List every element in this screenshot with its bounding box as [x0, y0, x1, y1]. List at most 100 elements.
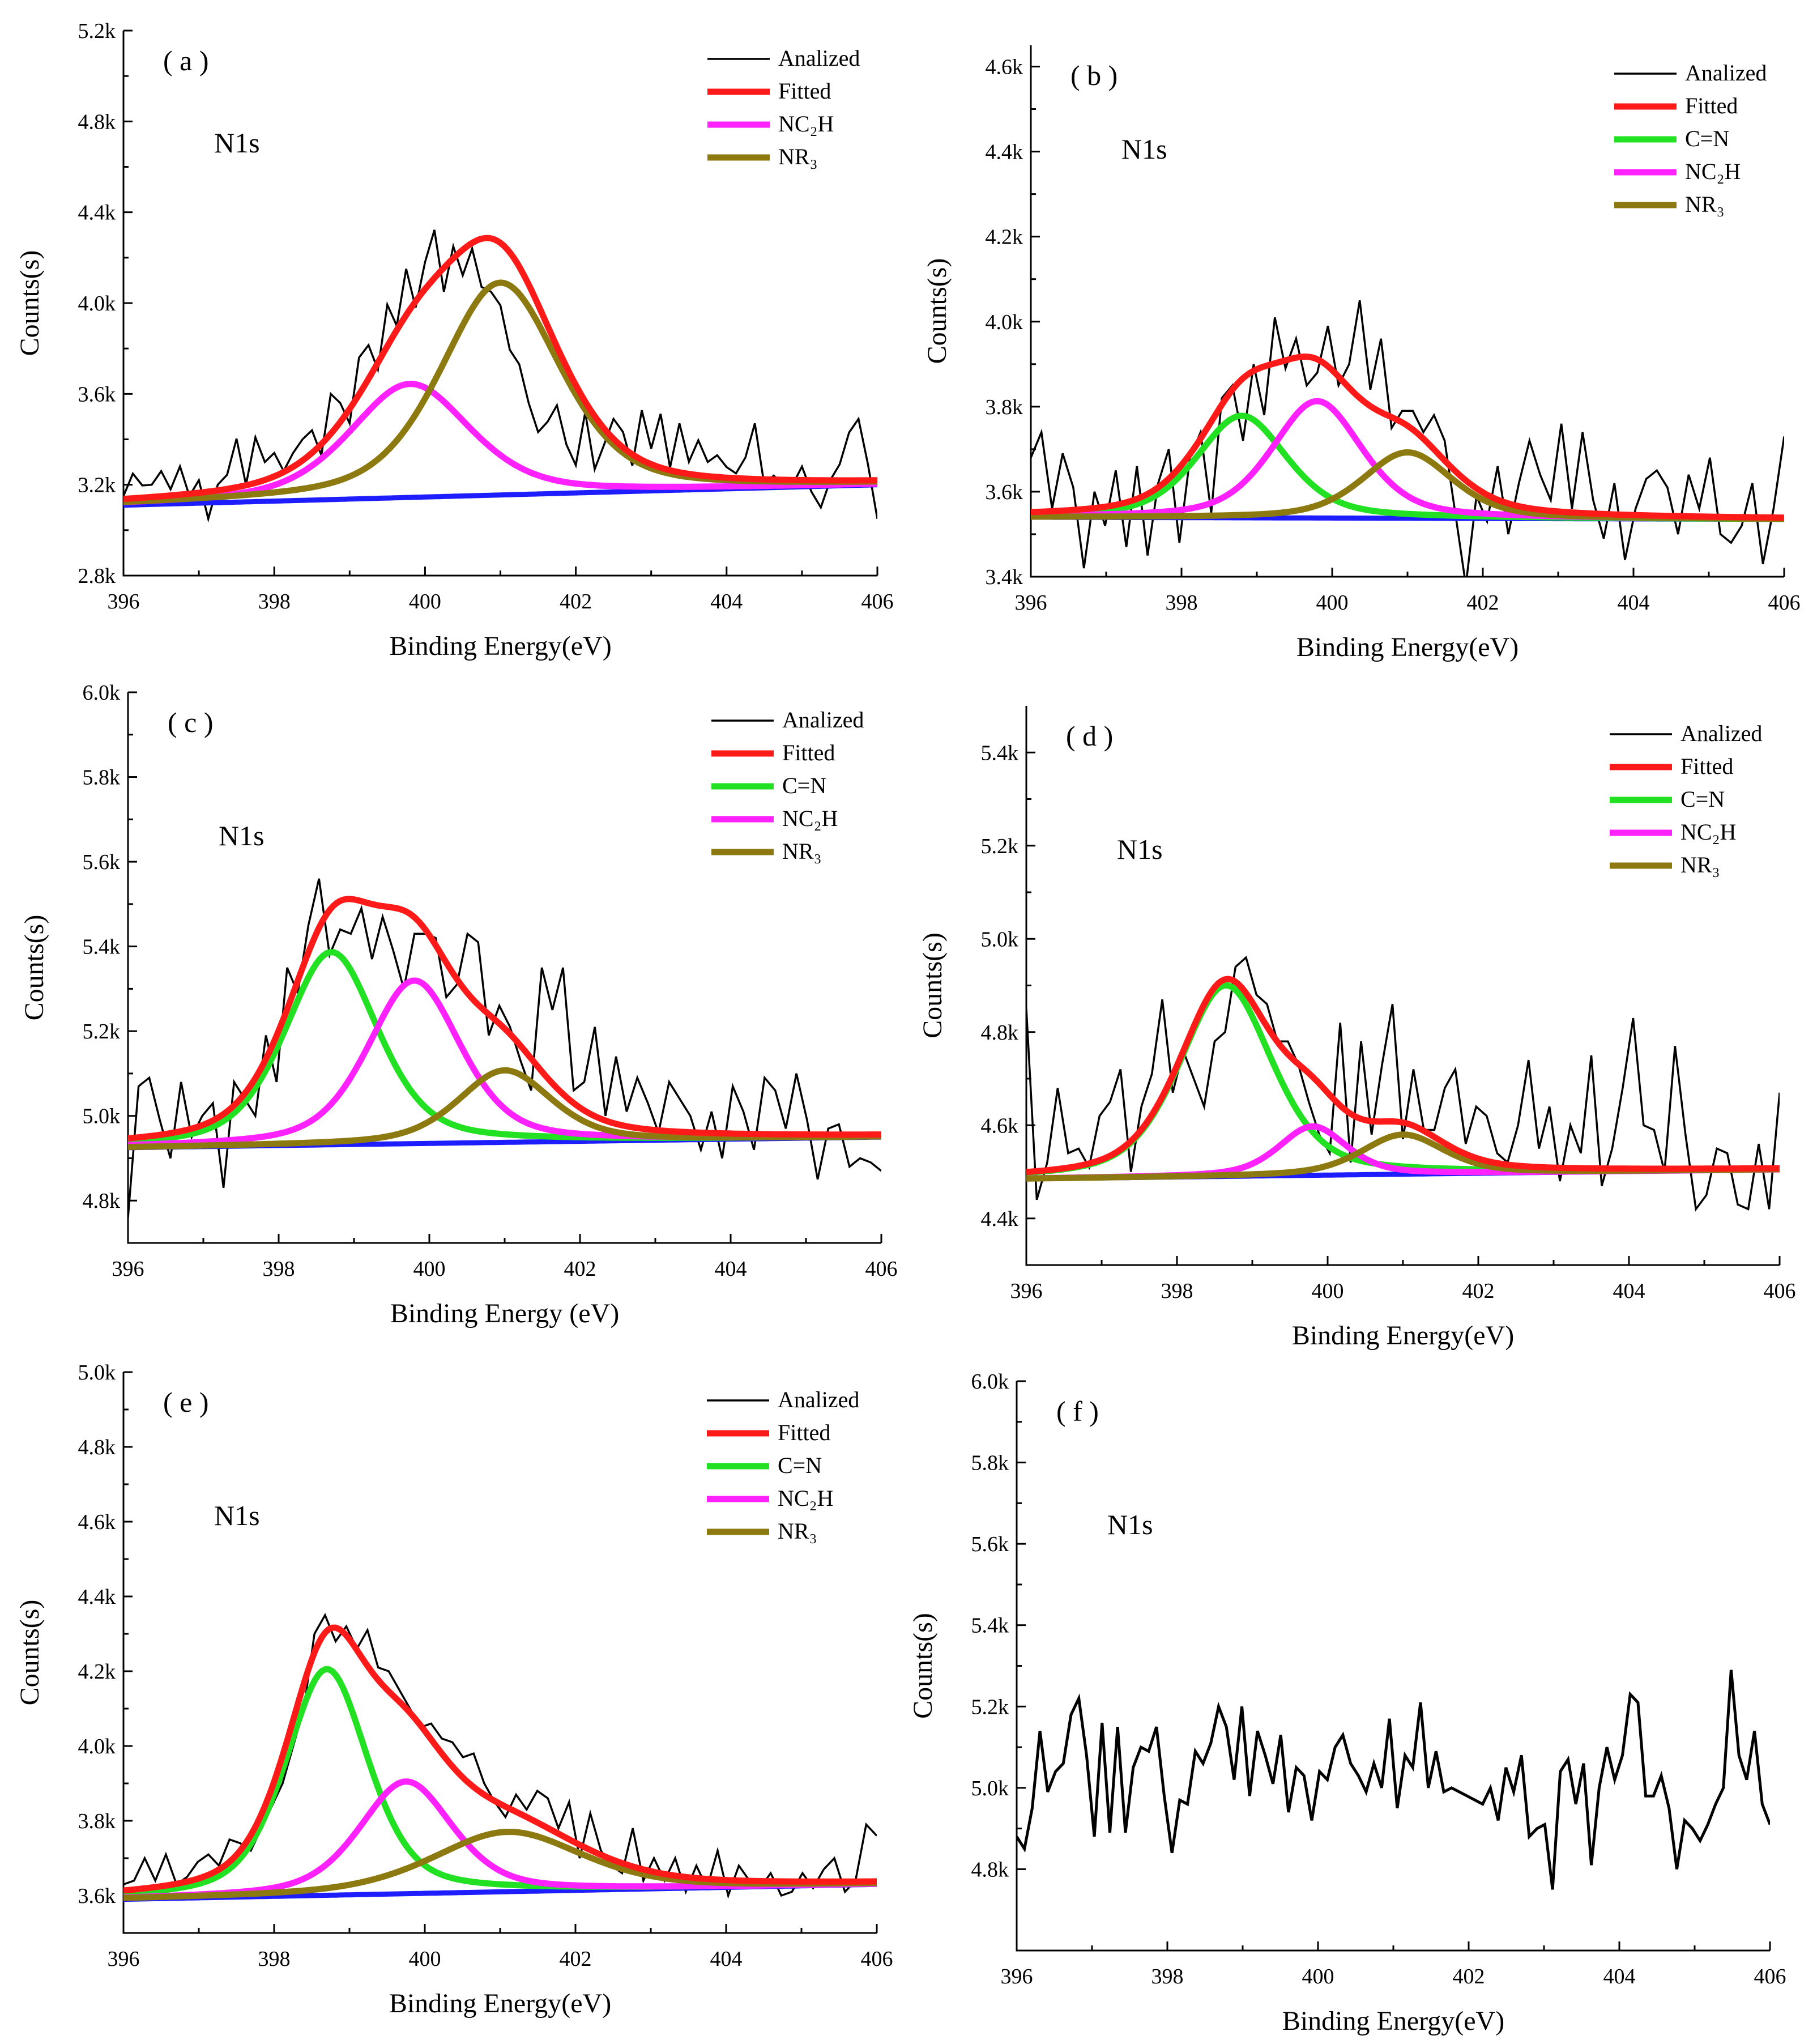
- x-tick-label: 400: [1302, 1965, 1334, 1988]
- x-axis-title: Binding Energy(eV): [1296, 632, 1519, 662]
- y-tick-label: 5.2k: [981, 834, 1019, 858]
- plot-area: [128, 878, 881, 1218]
- plot-area: [1031, 300, 1784, 577]
- x-tick-label: 400: [409, 1947, 441, 1971]
- legend-label: NC₂H: [1685, 159, 1741, 184]
- y-axis-title: Counts(s): [908, 1613, 938, 1719]
- y-tick-label: 3.6k: [78, 1884, 116, 1908]
- y-axis-title: Counts(s): [15, 1600, 45, 1706]
- legend-label: C=N: [1680, 786, 1725, 812]
- y-tick-label: 4.8k: [78, 110, 116, 134]
- y-tick-label: 5.2k: [83, 1020, 121, 1044]
- component-nr3-line: [1031, 449, 1784, 522]
- y-tick-label: 5.2k: [971, 1695, 1009, 1719]
- analized-line: [123, 229, 877, 523]
- panel-e: 396 398 400 402 404 406 3.6k 3.8k 4.0k 4.2k 4.4k 4.…: [15, 1361, 893, 2019]
- x-tick-label: 404: [1618, 591, 1650, 615]
- y-tick-label: 4.8k: [78, 1436, 116, 1459]
- component-nr3-line: [128, 1067, 881, 1151]
- y-tick-label: 5.8k: [83, 766, 121, 790]
- analized-line: [128, 878, 881, 1218]
- y-axis-title: Counts(s): [918, 932, 948, 1038]
- y-tick-label: 3.8k: [986, 395, 1023, 419]
- y-tick-label: 5.6k: [83, 850, 121, 874]
- panel-label: ( e ): [163, 1386, 209, 1418]
- x-tick-label: 402: [1453, 1965, 1485, 1988]
- axes: [122, 1372, 877, 1934]
- y-tick-label: 5.6k: [971, 1532, 1009, 1556]
- y-tick-label: 4.2k: [986, 225, 1023, 249]
- axes: [127, 692, 881, 1244]
- component-cn-line: [123, 1666, 877, 1897]
- x-tick-label: 404: [710, 1947, 743, 1971]
- x-tick-label: 398: [263, 1257, 295, 1281]
- y-tick-label: 5.0k: [83, 1105, 121, 1129]
- y-axis-title: Counts(s): [922, 258, 952, 364]
- x-tick-label: 396: [112, 1257, 144, 1281]
- x-tick-label: 402: [1467, 591, 1499, 615]
- legend-label: NR₃: [778, 1518, 817, 1544]
- y-tick-label: 4.4k: [78, 1585, 116, 1609]
- legend-label: C=N: [778, 1453, 822, 1478]
- element-label: N1s: [1107, 1509, 1153, 1540]
- element-label: N1s: [219, 820, 265, 851]
- y-tick-label: 3.4k: [986, 565, 1023, 589]
- plot-area: [123, 1612, 877, 1902]
- panel-label: ( b ): [1070, 59, 1118, 91]
- plot-area: [1017, 1670, 1770, 1890]
- element-label: N1s: [214, 1500, 260, 1531]
- y-tick-label: 4.4k: [78, 201, 116, 225]
- x-tick-label: 404: [715, 1257, 747, 1281]
- y-tick-label: 3.6k: [986, 480, 1023, 504]
- legend-label: C=N: [782, 773, 826, 798]
- x-tick-label: 398: [258, 1947, 291, 1971]
- panel-b: 396 398 400 402 404 406 3.4k 3.6k 3.8k 4.0k 4.2k 4.…: [922, 45, 1801, 662]
- panel-label: ( d ): [1066, 720, 1113, 752]
- x-tick-label: 406: [865, 1257, 898, 1281]
- fitted-line: [128, 896, 881, 1142]
- legend-label: NR₃: [1685, 191, 1725, 217]
- x-tick-label: 398: [1161, 1279, 1193, 1303]
- x-tick-label: 396: [1015, 591, 1047, 615]
- legend-label: Fitted: [778, 1420, 830, 1445]
- legend-label: Fitted: [1680, 753, 1733, 779]
- y-axis-title: Counts(s): [15, 250, 45, 356]
- analized-line: [1026, 956, 1780, 1212]
- y-tick-label: 4.0k: [78, 1735, 116, 1758]
- legend-label: NR₃: [778, 144, 818, 169]
- legend-label: Fitted: [1685, 93, 1738, 118]
- x-tick-label: 398: [1166, 591, 1198, 615]
- x-tick-label: 396: [108, 1947, 140, 1971]
- y-tick-label: 4.6k: [981, 1114, 1019, 1138]
- x-tick-label: 402: [564, 1257, 596, 1281]
- y-tick-label: 5.0k: [78, 1361, 116, 1385]
- legend-label: Analized: [778, 1387, 859, 1412]
- x-tick-label: 404: [1603, 1965, 1636, 1988]
- x-axis-title: Binding Energy(eV): [1292, 1321, 1514, 1351]
- component-cn-line: [128, 949, 881, 1145]
- analized-line: [1031, 300, 1784, 577]
- element-label: N1s: [1121, 133, 1167, 165]
- y-tick-label: 4.0k: [986, 310, 1023, 334]
- x-tick-label: 400: [1316, 591, 1349, 615]
- legend-label: NC₂H: [778, 1485, 833, 1511]
- x-tick-label: 406: [1754, 1965, 1786, 1988]
- y-tick-label: 5.2k: [78, 19, 116, 43]
- plot-area: [1026, 956, 1780, 1212]
- y-tick-label: 2.8k: [78, 564, 116, 588]
- y-tick-label: 5.8k: [971, 1451, 1009, 1475]
- x-tick-label: 406: [861, 1947, 893, 1971]
- x-tick-label: 406: [861, 590, 894, 614]
- y-tick-label: 4.6k: [986, 56, 1023, 79]
- x-tick-label: 406: [1768, 591, 1801, 615]
- y-tick-label: 5.4k: [981, 741, 1019, 765]
- fitted-line: [123, 235, 877, 503]
- plot-area: [123, 229, 877, 523]
- x-tick-label: 396: [1010, 1279, 1043, 1303]
- legend-label: Analized: [782, 707, 864, 733]
- fitted-line: [1031, 353, 1784, 521]
- x-tick-label: 402: [1462, 1279, 1495, 1303]
- component-nc2h-line: [128, 977, 881, 1148]
- y-axis-title: Counts(s): [19, 915, 49, 1021]
